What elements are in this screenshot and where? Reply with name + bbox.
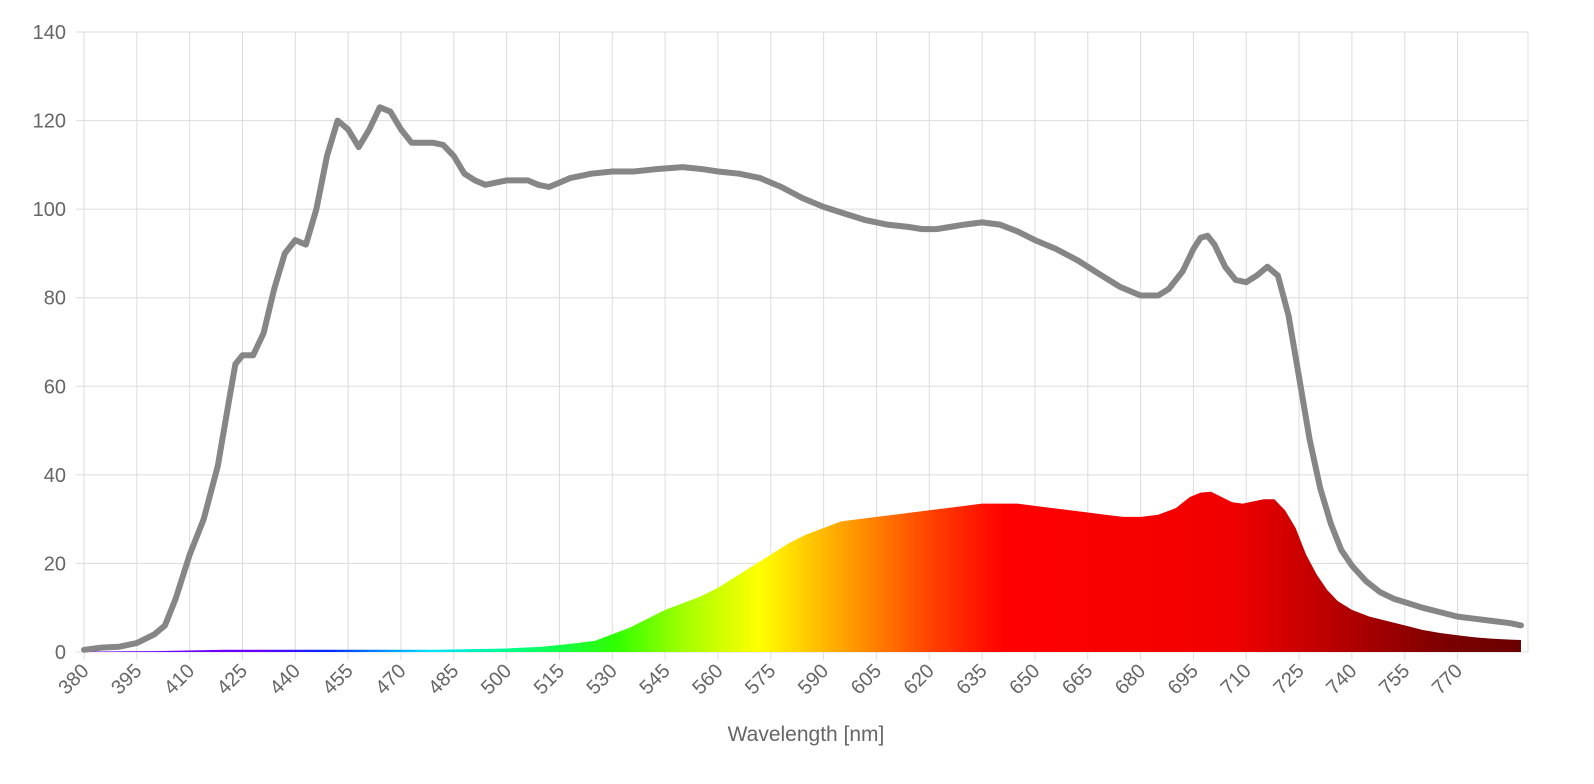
y-axis-tick-labels: 0 20 40 60 80 100 120 140 [33, 22, 66, 664]
x-tick-label: 770 [1428, 660, 1467, 699]
x-tick-label: 740 [1322, 660, 1361, 699]
x-tick-label: 680 [1111, 660, 1150, 699]
spectrum-area [84, 491, 1521, 652]
x-tick-label: 410 [160, 660, 199, 699]
y-tick-label: 0 [55, 642, 66, 664]
y-tick-label: 100 [33, 199, 66, 221]
y-tick-label: 20 [44, 553, 66, 575]
y-tick-label: 140 [33, 22, 66, 44]
x-tick-label: 650 [1005, 660, 1044, 699]
x-tick-label: 395 [107, 660, 146, 699]
reference-line [81, 104, 1524, 653]
x-tick-label: 725 [1269, 660, 1308, 699]
x-tick-label: 560 [688, 660, 727, 699]
x-tick-label: 380 [54, 660, 93, 699]
x-tick-label: 500 [477, 660, 516, 699]
x-axis-tick-labels: 380 395 410 425 440 455 470 485 500 515 530 545 560 5… [54, 660, 1467, 699]
y-tick-label: 60 [44, 376, 66, 398]
y-tick-label: 40 [44, 465, 66, 487]
x-tick-label: 590 [794, 660, 833, 699]
x-tick-label: 605 [847, 660, 886, 699]
x-tick-label: 575 [741, 660, 780, 699]
x-tick-label: 620 [900, 660, 939, 699]
x-tick-label: 470 [371, 660, 410, 699]
x-tick-label: 635 [952, 660, 991, 699]
x-tick-label: 530 [583, 660, 622, 699]
x-tick-label: 710 [1217, 660, 1256, 699]
x-tick-label: 440 [266, 660, 305, 699]
spectrum-fill-area [84, 491, 1521, 652]
x-tick-label: 515 [530, 660, 569, 699]
x-tick-label: 755 [1375, 660, 1414, 699]
x-tick-label: 665 [1058, 660, 1097, 699]
y-tick-label: 120 [33, 111, 66, 133]
x-tick-label: 455 [319, 660, 358, 699]
y-tick-label: 80 [44, 288, 66, 310]
reference-curve [81, 104, 1524, 653]
x-tick-label: 695 [1164, 660, 1203, 699]
x-tick-label: 425 [213, 660, 252, 699]
x-tick-label: 485 [424, 660, 463, 699]
x-axis-title: Wavelength [nm] [728, 723, 885, 746]
x-tick-label: 545 [636, 660, 675, 699]
